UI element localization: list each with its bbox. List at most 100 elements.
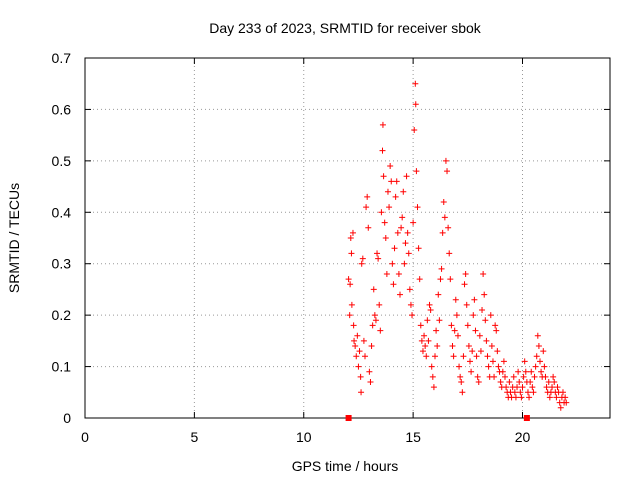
data-point	[364, 193, 371, 200]
data-point	[445, 224, 452, 231]
data-point	[497, 379, 504, 385]
data-point	[422, 343, 429, 349]
x-tick-labels: 0 5 10 15 20	[81, 429, 530, 445]
data-point	[473, 353, 480, 360]
data-point	[499, 368, 506, 375]
data-point	[428, 363, 435, 370]
data-point	[372, 317, 379, 324]
data-point	[358, 260, 365, 267]
data-point	[533, 353, 540, 360]
data-point	[463, 301, 470, 308]
data-point	[467, 358, 473, 365]
data-point	[412, 101, 419, 108]
data-point	[413, 168, 420, 175]
data-point	[407, 301, 414, 308]
data-point	[511, 389, 518, 396]
data-point	[369, 322, 376, 329]
data-point	[382, 235, 389, 241]
data-point	[471, 296, 478, 303]
data-point	[484, 353, 491, 360]
data-point	[355, 363, 362, 370]
data-point	[346, 312, 353, 319]
data-point	[491, 373, 498, 380]
data-point	[393, 178, 400, 185]
data-point	[348, 301, 355, 308]
data-point	[557, 404, 564, 411]
data-point	[524, 389, 531, 396]
data-point	[448, 322, 455, 329]
data-point	[518, 394, 525, 401]
data-point	[366, 368, 373, 375]
data-point	[521, 358, 528, 365]
data-point	[477, 348, 484, 355]
data-point	[485, 363, 492, 370]
data-point	[397, 291, 403, 298]
data-point	[390, 281, 397, 288]
data-point	[531, 373, 538, 380]
data-point	[553, 394, 560, 401]
data-point	[415, 245, 422, 252]
data-point	[476, 332, 483, 339]
data-point	[506, 379, 513, 385]
data-point	[377, 327, 384, 334]
data-point	[419, 348, 426, 355]
data-point	[402, 240, 409, 247]
data-point	[398, 224, 405, 231]
data-point	[469, 348, 476, 355]
y-tick-labels: 0 0.1 0.2 0.3 0.4 0.5 0.6 0.7	[52, 50, 72, 426]
data-point	[515, 368, 522, 375]
data-point	[457, 373, 464, 380]
data-point	[468, 368, 475, 375]
data-point	[562, 394, 569, 401]
data-point	[462, 271, 469, 277]
data-point	[417, 322, 424, 329]
data-point	[550, 373, 557, 380]
data-point	[543, 384, 550, 391]
data-point	[368, 343, 375, 349]
data-point	[520, 373, 527, 380]
data-point	[563, 399, 570, 406]
data-point	[459, 389, 466, 396]
data-point	[379, 121, 386, 128]
chart-title: Day 233 of 2023, SRMTID for receiver sbo…	[209, 20, 482, 36]
data-point	[363, 204, 370, 211]
data-point	[429, 373, 436, 380]
data-point	[522, 368, 529, 375]
data-point	[380, 173, 387, 180]
data-point	[554, 384, 561, 391]
data-point	[559, 389, 566, 396]
data-point	[546, 394, 553, 401]
data-point	[350, 322, 357, 329]
x-tick-label: 10	[296, 429, 312, 445]
data-point	[502, 373, 508, 380]
data-point	[352, 343, 359, 349]
data-point	[387, 163, 394, 169]
data-point	[532, 363, 539, 370]
data-point	[384, 188, 391, 195]
data-point	[414, 204, 421, 211]
data-point	[440, 199, 447, 205]
data-point	[545, 379, 552, 385]
data-point	[453, 312, 460, 319]
data-point	[345, 276, 352, 283]
data-point	[375, 255, 382, 262]
data-point	[389, 260, 396, 267]
data-point	[439, 229, 446, 236]
data-point	[409, 312, 416, 319]
data-point	[438, 265, 445, 272]
x-tick-label: 0	[81, 429, 89, 445]
data-point	[386, 204, 393, 211]
zero-markers	[345, 415, 530, 421]
data-point	[351, 337, 358, 344]
data-point	[365, 224, 372, 231]
data-point	[465, 343, 472, 349]
data-point	[449, 343, 456, 349]
data-point	[425, 337, 432, 344]
data-point	[416, 276, 423, 283]
data-point	[444, 168, 451, 175]
data-point	[542, 373, 549, 380]
data-point	[404, 229, 411, 236]
data-point	[412, 80, 419, 87]
data-point	[493, 327, 500, 334]
data-point	[460, 353, 467, 360]
